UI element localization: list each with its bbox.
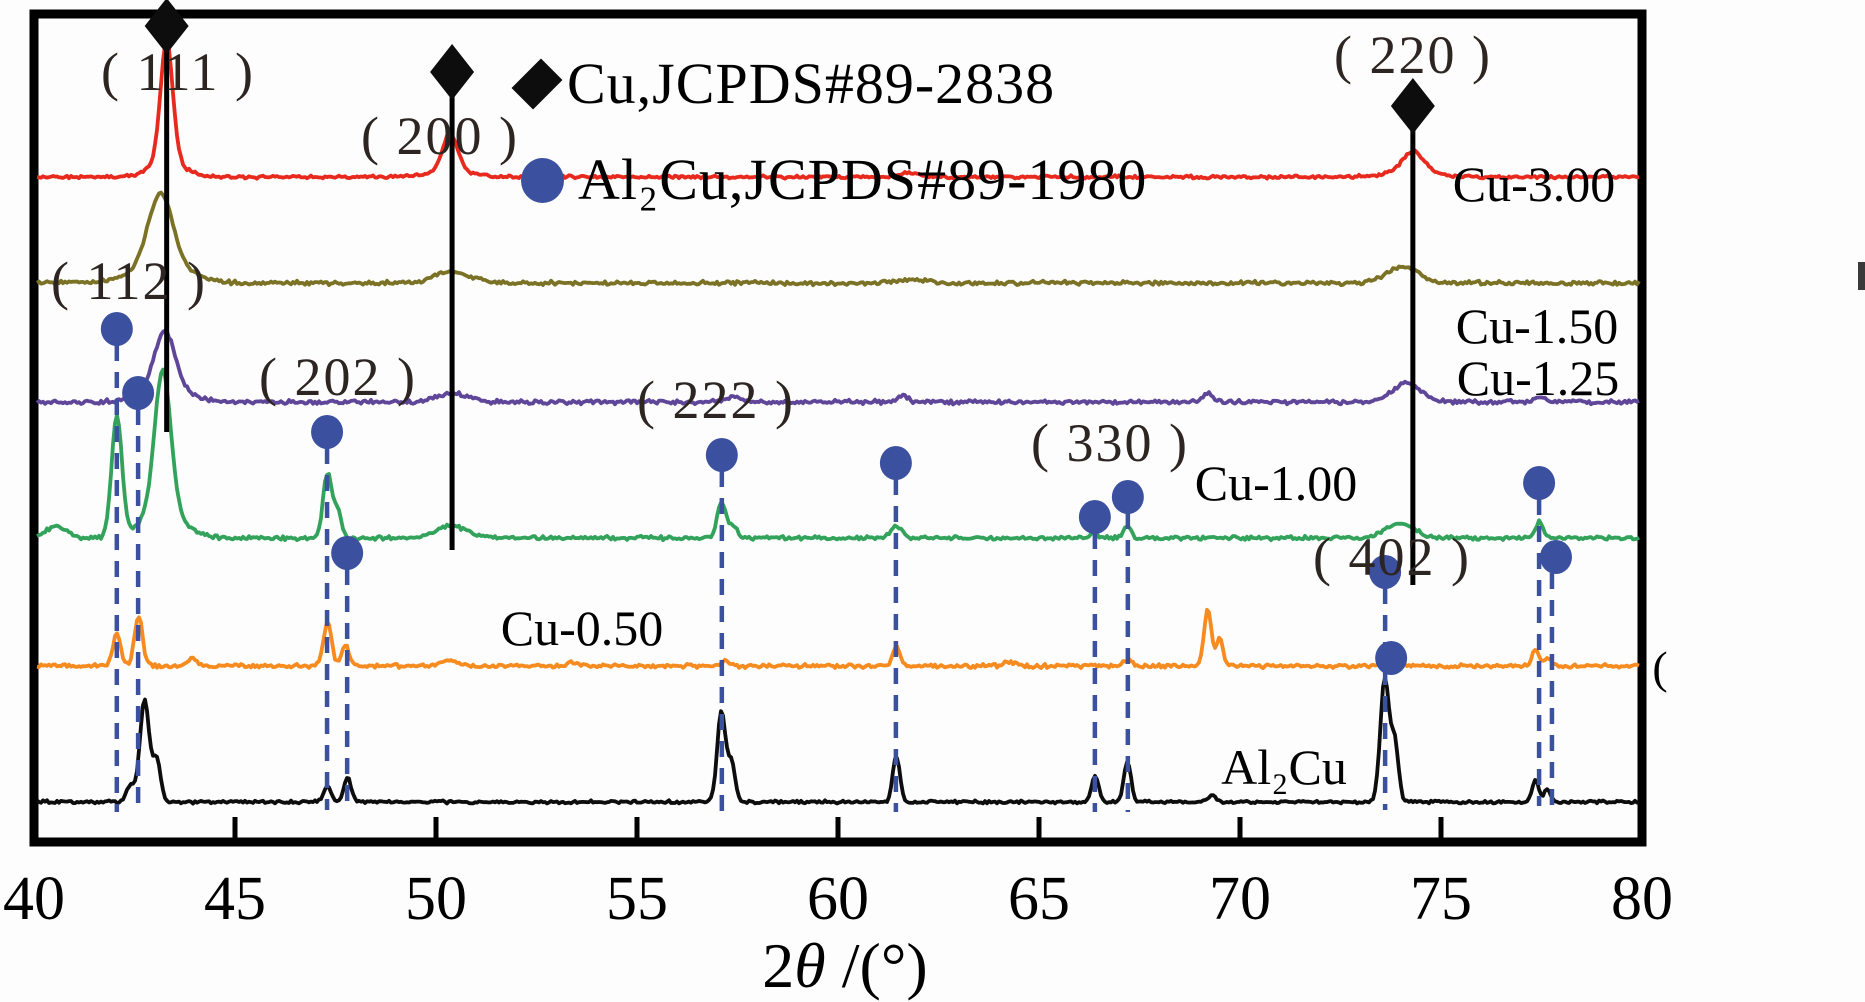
legend-row-cu: Cu,JCPDS#89-2838 (511, 48, 1056, 120)
x-axis-title-prefix: 2 (762, 930, 795, 1001)
x-axis-title-suffix: /(°) (825, 930, 928, 1001)
al2cu-circle-marker (1078, 500, 1111, 534)
trace-cu-0-50 (36, 607, 1640, 670)
legend-label-al2cu: Al₂Cu,JCPDS#89-1980 (578, 147, 1148, 212)
cu-diamond-marker (144, 0, 189, 54)
legend-row-al2cu: Al₂Cu,JCPDS#89-1980 (521, 144, 1147, 216)
al2cu-circle-marker (705, 438, 738, 472)
edge-fragment (1858, 262, 1865, 290)
al2cu-circle-marker (1111, 480, 1144, 514)
x-axis-title-theta: θ (794, 930, 826, 1001)
legend-label-cu: Cu,JCPDS#89-2838 (567, 51, 1056, 116)
al2cu-circle-marker (1375, 641, 1408, 675)
al2cu-circle-marker (879, 446, 912, 480)
al2cu-circle-marker (100, 312, 133, 346)
al2cu-circle-marker (1523, 466, 1556, 500)
x-axis-title: 2θ /(°) (762, 934, 927, 998)
al2cu-circle-marker (1369, 555, 1402, 589)
trace-al-cu (35, 675, 1640, 806)
trace-cu-1-25 (35, 328, 1640, 407)
trace-cu-3-00 (36, 40, 1640, 181)
al2cu-circle-marker (331, 536, 364, 570)
al2cu-circle-marker (311, 415, 344, 449)
al2cu-circle-marker (122, 376, 155, 410)
trace-cu-1-00 (36, 367, 1640, 543)
plot-border (29, 9, 1647, 847)
cu-diamond-marker (430, 44, 475, 100)
al2cu-circle-icon (521, 157, 564, 203)
trace-cu-1-50 (36, 190, 1641, 288)
al2cu-circle-marker (1539, 540, 1572, 574)
cu-diamond-marker (1390, 78, 1435, 134)
